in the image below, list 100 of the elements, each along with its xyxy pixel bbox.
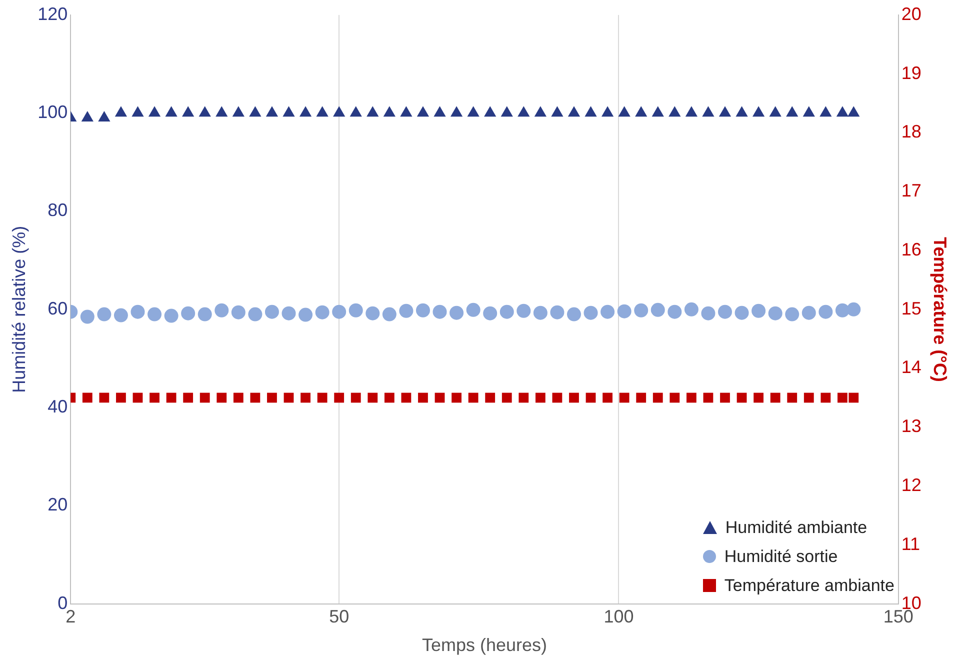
y-tick-label: 60: [48, 298, 68, 318]
point: [601, 106, 614, 117]
point: [846, 302, 861, 316]
point: [249, 106, 262, 117]
point: [785, 307, 800, 322]
legend-label: Humidité ambiante: [725, 516, 868, 539]
y2-tick-label: 15: [901, 298, 922, 318]
y2-tick-label: 20: [901, 4, 922, 24]
point: [366, 106, 379, 117]
point: [282, 306, 296, 320]
point: [551, 106, 564, 117]
y2-tick-label: 12: [901, 475, 922, 496]
point: [736, 106, 748, 117]
point: [618, 106, 630, 117]
x-tick-label: 50: [329, 606, 350, 627]
point: [382, 307, 396, 322]
point: [820, 106, 832, 117]
point: [432, 304, 447, 319]
point: [132, 106, 144, 117]
point: [182, 106, 194, 117]
point: [114, 106, 128, 117]
point: [383, 106, 396, 117]
point: [299, 106, 312, 117]
point: [434, 106, 446, 117]
point: [500, 106, 513, 117]
point: [366, 306, 380, 320]
point: [248, 307, 262, 322]
point: [533, 306, 548, 320]
point: [164, 308, 178, 323]
point: [786, 106, 798, 117]
y2-tick-label: 17: [901, 180, 922, 201]
y-tick-label: 20: [48, 494, 68, 515]
point: [298, 308, 313, 322]
legend-label: Humidité sortie: [724, 546, 838, 568]
point: [266, 106, 278, 117]
point: [702, 106, 714, 117]
point: [752, 304, 766, 318]
point: [650, 302, 665, 317]
point: [165, 106, 178, 117]
point: [684, 302, 698, 316]
point: [450, 106, 463, 117]
point: [500, 304, 514, 319]
point: [214, 303, 229, 318]
point: [399, 304, 414, 318]
point: [769, 106, 782, 117]
y2-tick-label: 18: [901, 122, 922, 142]
point: [718, 304, 732, 319]
x-tick-label: 2: [66, 606, 76, 627]
point: [282, 106, 295, 117]
point: [802, 306, 816, 320]
point: [80, 310, 94, 324]
y2-axis-title: Température (°C): [930, 236, 950, 382]
x-axis-title: Temps (heures): [422, 635, 548, 656]
point: [264, 304, 279, 319]
point: [316, 106, 328, 117]
point: [350, 106, 362, 117]
point: [148, 307, 162, 322]
point: [348, 303, 363, 318]
legend-label: Température ambiante: [724, 574, 894, 597]
point: [566, 307, 581, 322]
point: [600, 304, 615, 319]
point: [652, 106, 664, 117]
point: [836, 106, 849, 117]
point: [483, 306, 498, 320]
point: [216, 106, 228, 117]
point: [81, 111, 94, 122]
point: [701, 306, 716, 320]
point: [617, 304, 632, 318]
point: [97, 307, 112, 322]
point: [450, 306, 464, 320]
point: [668, 106, 681, 117]
point: [584, 306, 598, 320]
point: [768, 306, 782, 320]
point: [467, 106, 480, 117]
y2-tick-label: 19: [901, 62, 922, 83]
x-tick-label: 100: [604, 606, 634, 627]
y-tick-label: 120: [38, 4, 68, 24]
point: [518, 106, 530, 117]
point: [114, 308, 128, 322]
point: [130, 304, 145, 319]
point: [332, 304, 346, 319]
point: [848, 106, 860, 117]
point: [534, 106, 546, 117]
point: [333, 106, 346, 117]
y2-tick-label: 14: [901, 357, 922, 378]
point: [148, 106, 161, 117]
point: [400, 106, 412, 117]
y-axis-title: Humidité relative (%): [8, 226, 29, 393]
point: [718, 106, 732, 117]
point: [181, 306, 196, 320]
point: [416, 106, 430, 117]
point: [98, 111, 110, 122]
point: [752, 106, 765, 117]
y-tick-label: 80: [48, 200, 68, 220]
point: [232, 106, 244, 117]
point: [818, 304, 833, 319]
point: [484, 106, 496, 117]
point: [635, 106, 648, 117]
point: [315, 305, 330, 320]
y2-tick-label: 13: [901, 416, 922, 436]
